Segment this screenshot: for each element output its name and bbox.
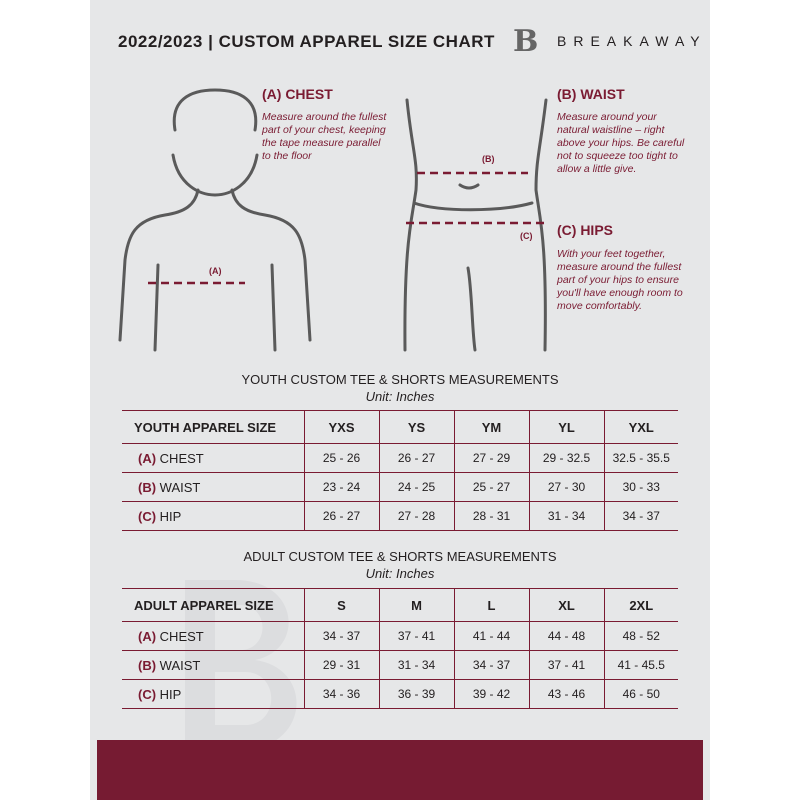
measure-code: (C) xyxy=(138,508,157,524)
upper-body-outline xyxy=(118,88,312,352)
brand-name: BREAKAWAY xyxy=(557,33,707,49)
measurement-cell: 32.5 - 35.5 xyxy=(603,443,678,473)
measure-code: (A) xyxy=(138,628,157,644)
measure-label: (A) CHEST xyxy=(122,621,304,651)
measure-code: (C) xyxy=(138,686,157,702)
measurement-cell: 26 - 27 xyxy=(378,443,454,473)
adult-size-table: ADULT APPAREL SIZE S M L XL 2XL (A) CHEST 34 - … xyxy=(122,588,678,709)
hips-description: With your feet together, measure around … xyxy=(557,248,683,312)
measurement-cell: 36 - 39 xyxy=(378,679,454,709)
measurement-cell: 44 - 48 xyxy=(528,621,604,651)
measurement-cell: 34 - 37 xyxy=(303,621,379,651)
measurement-cell: 29 - 31 xyxy=(303,650,379,680)
measurement-cell: 27 - 30 xyxy=(528,472,604,502)
hips-marker: (C) xyxy=(520,231,533,241)
waist-heading: (B) WAIST xyxy=(557,86,625,102)
measure-name: HIP xyxy=(159,686,182,702)
measurement-cell: 30 - 33 xyxy=(603,472,678,502)
measurement-cell: 34 - 37 xyxy=(453,650,529,680)
measurement-cell: 34 - 36 xyxy=(303,679,379,709)
measurement-cell: 31 - 34 xyxy=(378,650,454,680)
waist-description: Measure around your natural waistline – … xyxy=(557,111,685,175)
measure-label: (A) CHEST xyxy=(122,443,304,473)
table-header-row: YOUTH APPAREL SIZE YXS YS YM YL YXL xyxy=(122,410,678,444)
measurement-cell: 25 - 27 xyxy=(453,472,529,502)
size-header: M xyxy=(378,588,454,622)
measurement-cell: 25 - 26 xyxy=(303,443,379,473)
measure-label: (B) WAIST xyxy=(122,650,304,680)
table-row: (C) HIP 34 - 36 36 - 39 39 - 42 43 - 46 46 - … xyxy=(122,679,678,709)
measurement-cell: 39 - 42 xyxy=(453,679,529,709)
measure-name: CHEST xyxy=(159,628,204,644)
measure-label: (C) HIP xyxy=(122,679,304,709)
size-header: 2XL xyxy=(603,588,678,622)
chest-marker: (A) xyxy=(209,266,222,276)
hips-heading: (C) HIPS xyxy=(557,222,613,238)
measurement-cell: 43 - 46 xyxy=(528,679,604,709)
body-illustrations xyxy=(118,88,548,352)
table-row: (A) CHEST 34 - 37 37 - 41 41 - 44 44 - 48 48 … xyxy=(122,621,678,651)
measurement-cell: 41 - 44 xyxy=(453,621,529,651)
size-header: YXL xyxy=(603,410,678,444)
measurement-cell: 24 - 25 xyxy=(378,472,454,502)
measurement-cell: 41 - 45.5 xyxy=(603,650,678,680)
adult-unit: Unit: Inches xyxy=(365,566,435,581)
measurement-cell: 34 - 37 xyxy=(603,501,678,531)
brand-logo-icon: B xyxy=(513,24,539,59)
table-row: (B) WAIST 23 - 24 24 - 25 25 - 27 27 - 30 30 … xyxy=(122,472,678,502)
waist-marker: (B) xyxy=(482,154,495,164)
measurement-cell: 29 - 32.5 xyxy=(528,443,604,473)
measurement-cell: 26 - 27 xyxy=(303,501,379,531)
size-header: YL xyxy=(528,410,604,444)
chest-heading: (A) CHEST xyxy=(262,86,333,102)
size-header: S xyxy=(303,588,379,622)
size-header: YM xyxy=(453,410,529,444)
measure-code: (B) xyxy=(138,657,157,673)
chest-description: Measure around the fullest part of your … xyxy=(262,111,387,162)
size-header: L xyxy=(453,588,529,622)
measurement-cell: 31 - 34 xyxy=(528,501,604,531)
measurement-cell: 28 - 31 xyxy=(453,501,529,531)
size-header: YXS xyxy=(303,410,379,444)
measurement-cell: 37 - 41 xyxy=(378,621,454,651)
measurement-cell: 48 - 52 xyxy=(603,621,678,651)
page-title: 2022/2023 | CUSTOM APPAREL SIZE CHART xyxy=(118,32,495,51)
measure-name: WAIST xyxy=(159,657,201,673)
measurement-cell: 46 - 50 xyxy=(603,679,678,709)
table-header-row: ADULT APPAREL SIZE S M L XL 2XL xyxy=(122,588,678,622)
size-label-header: YOUTH APPAREL SIZE xyxy=(122,410,304,444)
youth-unit: Unit: Inches xyxy=(365,389,435,404)
footer-bar xyxy=(97,740,703,800)
table-row: (B) WAIST 29 - 31 31 - 34 34 - 37 37 - 41 41 … xyxy=(122,650,678,680)
table-row: (A) CHEST 25 - 26 26 - 27 27 - 29 29 - 32.5 3… xyxy=(122,443,678,473)
measure-code: (B) xyxy=(138,479,157,495)
measure-name: WAIST xyxy=(159,479,201,495)
size-label-header: ADULT APPAREL SIZE xyxy=(122,588,304,622)
measurement-cell: 23 - 24 xyxy=(303,472,379,502)
measure-name: HIP xyxy=(159,508,182,524)
youth-table-title: YOUTH CUSTOM TEE & SHORTS MEASUREMENTS xyxy=(241,372,559,387)
measurement-cell: 37 - 41 xyxy=(528,650,604,680)
adult-table-title: ADULT CUSTOM TEE & SHORTS MEASUREMENTS xyxy=(243,549,557,564)
measurement-cell: 27 - 28 xyxy=(378,501,454,531)
youth-size-table: YOUTH APPAREL SIZE YXS YS YM YL YXL (A) CHEST 2… xyxy=(122,410,678,531)
measurement-cell: 27 - 29 xyxy=(453,443,529,473)
measure-name: CHEST xyxy=(159,450,204,466)
table-row: (C) HIP 26 - 27 27 - 28 28 - 31 31 - 34 34 - … xyxy=(122,501,678,531)
lower-body-outline xyxy=(403,98,548,352)
measure-label: (C) HIP xyxy=(122,501,304,531)
size-header: XL xyxy=(528,588,604,622)
measure-label: (B) WAIST xyxy=(122,472,304,502)
size-header: YS xyxy=(378,410,454,444)
measure-code: (A) xyxy=(138,450,157,466)
